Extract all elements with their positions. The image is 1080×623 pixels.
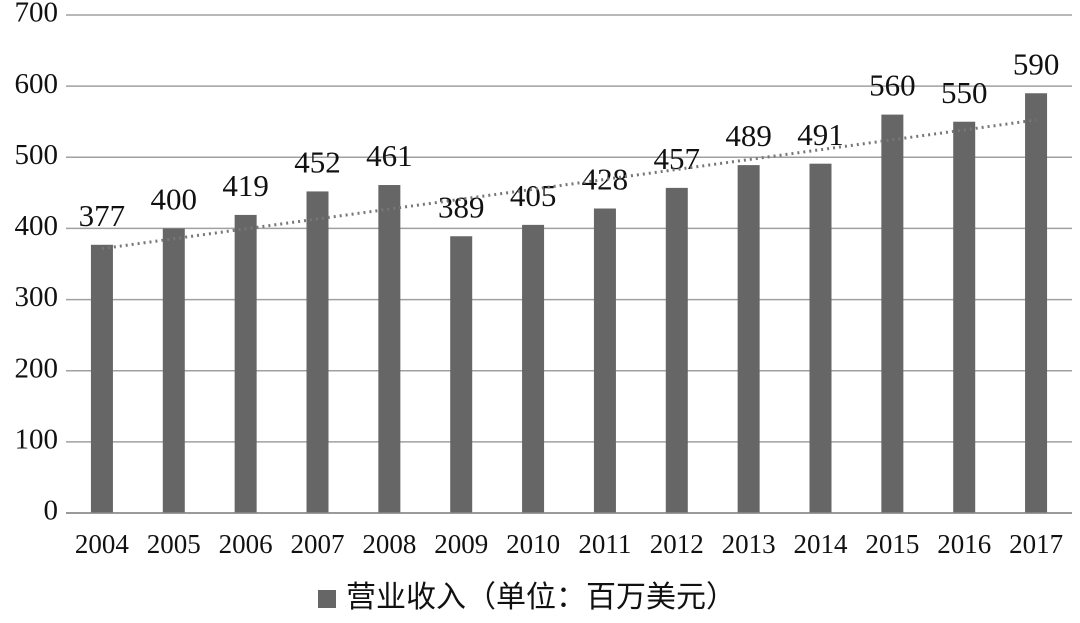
value-label: 489 xyxy=(725,118,772,153)
x-tick-label: 2012 xyxy=(650,529,704,559)
bar xyxy=(450,236,473,514)
y-tick-label: 300 xyxy=(15,281,59,313)
value-label: 405 xyxy=(510,178,557,213)
x-tick-label: 2014 xyxy=(794,529,849,559)
x-tick-label: 2008 xyxy=(362,529,416,559)
bar xyxy=(234,214,257,513)
y-tick-label: 200 xyxy=(15,352,59,384)
y-tick-label: 500 xyxy=(15,139,59,171)
value-label: 457 xyxy=(654,141,701,176)
bar xyxy=(306,191,329,514)
bar xyxy=(162,228,185,513)
x-tick-label: 2015 xyxy=(865,529,919,559)
value-label: 400 xyxy=(151,182,198,217)
value-label: 461 xyxy=(366,138,413,173)
value-label: 590 xyxy=(1013,46,1060,81)
x-tick-label: 2016 xyxy=(937,529,991,559)
x-tick-label: 2017 xyxy=(1009,529,1063,559)
bar xyxy=(1025,93,1048,513)
y-tick-label: 600 xyxy=(15,68,59,100)
y-tick-label: 100 xyxy=(15,424,59,456)
x-tick-label: 2010 xyxy=(506,529,560,559)
bar xyxy=(809,163,832,513)
bar xyxy=(522,224,545,513)
bar xyxy=(378,185,401,513)
x-tick-label: 2011 xyxy=(578,529,631,559)
value-label: 377 xyxy=(79,198,126,233)
bar xyxy=(593,208,616,513)
x-tick-label: 2013 xyxy=(722,529,776,559)
x-tick-label: 2004 xyxy=(75,529,130,559)
x-tick-label: 2005 xyxy=(147,529,201,559)
x-tick-label: 2007 xyxy=(291,529,345,559)
value-label: 428 xyxy=(582,162,629,197)
trendline xyxy=(101,118,1037,251)
bar xyxy=(665,187,688,513)
value-label: 560 xyxy=(869,68,916,103)
value-label: 491 xyxy=(797,117,844,152)
value-label: 419 xyxy=(222,168,269,203)
legend-swatch xyxy=(318,590,336,608)
value-label: 550 xyxy=(941,75,988,110)
y-tick-label: 700 xyxy=(15,0,59,29)
x-tick-label: 2009 xyxy=(434,529,488,559)
bar xyxy=(881,114,904,513)
y-tick-label: 400 xyxy=(15,210,59,242)
bar xyxy=(953,121,976,513)
value-label: 452 xyxy=(294,145,341,180)
bar xyxy=(90,244,113,513)
value-label: 389 xyxy=(438,189,485,224)
y-tick-label: 0 xyxy=(44,495,59,527)
bar xyxy=(737,165,760,513)
x-tick-label: 2006 xyxy=(219,529,273,559)
legend-label: 营业收入（单位：百万美元） xyxy=(346,581,736,614)
